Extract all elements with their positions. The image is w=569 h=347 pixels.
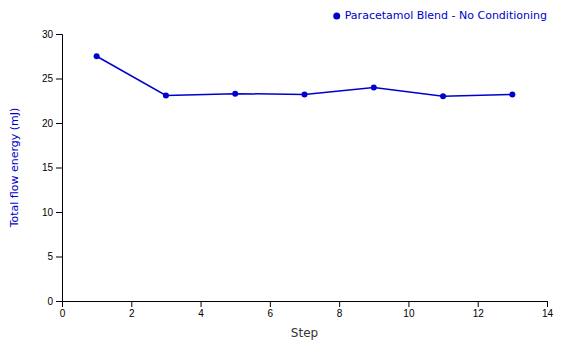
point: [302, 92, 308, 98]
y-tick: 5: [47, 251, 62, 262]
x-tick-mark: [201, 301, 202, 307]
y-tick-label: 25: [42, 73, 54, 84]
x-tick: 4: [198, 301, 204, 319]
plot: 0 2 4 6 8 10 12 14 0 5 10 15 20 25 30 Step Total flow en…: [8, 29, 553, 340]
x-tick-label: 12: [473, 308, 485, 319]
legend-symbol: [333, 13, 340, 20]
x-tick: 14: [542, 301, 554, 319]
x-tick-mark: [547, 301, 548, 307]
y-tick: 30: [42, 29, 62, 40]
legend-label: Paracetamol Blend - No Conditioning: [345, 9, 547, 22]
y-axis-line: [56, 35, 63, 302]
point: [440, 93, 446, 99]
point: [94, 53, 100, 59]
line: [97, 56, 513, 96]
point: [509, 92, 515, 98]
y-tick: 15: [42, 162, 62, 173]
point: [163, 92, 169, 98]
y-tick: 0: [47, 296, 62, 307]
chart: 0 2 4 6 8 10 12 14 0 5 10 15 20 25 30 Step Total flow en…: [0, 0, 569, 347]
x-tick: 10: [403, 301, 415, 319]
x-tick-label: 10: [403, 308, 415, 319]
y-tick-label: 5: [47, 251, 53, 262]
y-tick: 20: [42, 118, 62, 129]
y-tick-label: 0: [47, 296, 53, 307]
x-tick: 0: [60, 301, 66, 319]
y-tick-mark: [56, 301, 62, 302]
y-tick-label: 15: [42, 162, 54, 173]
x-tick: 8: [337, 301, 343, 319]
y-tick-mark: [56, 257, 62, 258]
x-tick-label: 0: [60, 308, 66, 319]
point: [371, 84, 377, 90]
y-tick-mark: [56, 212, 62, 213]
x-tick-mark: [339, 301, 340, 307]
y-tick-mark: [56, 168, 62, 169]
x-axis: 0 2 4 6 8 10 12 14: [60, 301, 554, 319]
y-tick-mark: [56, 79, 62, 80]
y-tick: 10: [42, 207, 62, 218]
y-axis-title: Total flow energy (mJ): [8, 108, 21, 229]
y-tick: 25: [42, 73, 62, 84]
y-tick-label: 30: [42, 29, 54, 40]
x-tick-mark: [131, 301, 132, 307]
x-tick-label: 14: [542, 308, 554, 319]
point: [232, 91, 238, 97]
y-axis: 0 5 10 15 20 25 30: [42, 29, 63, 307]
x-tick-label: 6: [268, 308, 274, 319]
y-tick-mark: [56, 123, 62, 124]
marks: [94, 53, 516, 99]
y-tick-label: 20: [42, 118, 54, 129]
y-tick-mark: [56, 34, 62, 35]
x-tick-label: 8: [337, 308, 343, 319]
x-axis-line: [63, 302, 548, 308]
x-tick-label: 2: [129, 308, 135, 319]
x-tick-mark: [270, 301, 271, 307]
x-axis-title: Step: [291, 326, 318, 340]
x-tick: 6: [268, 301, 274, 319]
y-tick-label: 10: [42, 207, 54, 218]
legend: Paracetamol Blend - No Conditioning: [333, 9, 547, 22]
x-tick-mark: [408, 301, 409, 307]
x-tick: 12: [473, 301, 485, 319]
x-tick-label: 4: [198, 308, 204, 319]
x-tick: 2: [129, 301, 135, 319]
x-tick-mark: [478, 301, 479, 307]
legend-item: Paracetamol Blend - No Conditioning: [333, 9, 547, 22]
